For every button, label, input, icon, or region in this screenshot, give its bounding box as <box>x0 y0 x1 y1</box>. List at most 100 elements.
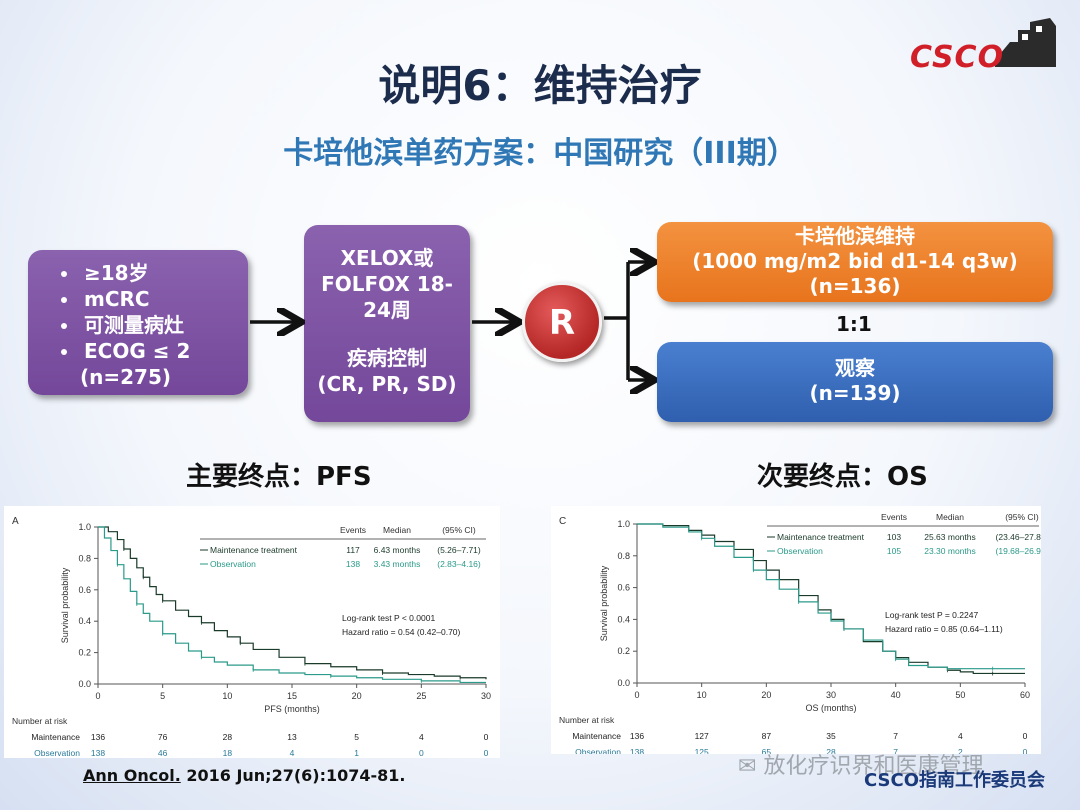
annotation-text: Log-rank test P < 0.0001 <box>342 613 435 623</box>
wechat-icon: ✉ <box>738 754 764 779</box>
x-tick-label: 60 <box>1020 690 1030 700</box>
risk-value: 0 <box>1023 747 1028 754</box>
secondary-endpoint: 次要终点：OS <box>757 462 928 492</box>
legend-value: 25.63 months <box>924 532 976 542</box>
risk-value: 138 <box>91 748 105 758</box>
risk-value: 0 <box>484 732 489 742</box>
risk-value: 28 <box>826 747 836 754</box>
watermark-text: 放化疗识界和医康管理 <box>763 754 984 779</box>
x-tick-label: 30 <box>481 691 491 701</box>
induction-line: FOLFOX 18- <box>321 272 453 296</box>
induction-box: XELOX或 FOLFOX 18- 24周 疾病控制 (CR, PR, SD) <box>304 225 470 422</box>
primary-endpoint: 主要终点：PFS <box>186 462 372 492</box>
y-tick-label: 0.6 <box>78 585 91 595</box>
x-tick-label: 40 <box>891 690 901 700</box>
x-axis-label: OS (months) <box>805 703 856 713</box>
y-tick-label: 1.0 <box>617 519 630 529</box>
induction-line: 24周 <box>363 298 411 322</box>
x-tick-label: 10 <box>697 690 707 700</box>
legend-header: (95% CI) <box>442 525 476 535</box>
legend-value: 23.30 months <box>924 546 976 556</box>
logo-text: CSCO <box>910 40 1005 75</box>
risk-value: 136 <box>91 732 105 742</box>
x-tick-label: 0 <box>95 691 100 701</box>
risk-value: 28 <box>223 732 233 742</box>
y-tick-label: 0.8 <box>617 551 630 561</box>
risk-row-label: Maintenance <box>31 732 80 742</box>
risk-value: 7 <box>893 731 898 741</box>
panel-label: A <box>12 516 19 527</box>
eligibility-item: ≥18岁 <box>80 260 248 286</box>
observation-arm-box: 观察 (n=139) <box>657 342 1053 422</box>
risk-value: 127 <box>695 731 709 741</box>
annotation-text: Log-rank test P = 0.2247 <box>885 610 978 620</box>
risk-row-label: Observation <box>575 747 621 754</box>
y-tick-label: 0.2 <box>78 648 91 658</box>
legend-value: (23.46–27.80) <box>996 532 1041 542</box>
legend-header: Events <box>881 512 907 522</box>
risk-value: 65 <box>762 747 772 754</box>
eligibility-list: ≥18岁 mCRC 可测量病灶 ECOG ≤ 2 <box>28 260 248 364</box>
panel-label: C <box>559 516 566 527</box>
risk-value: 5 <box>354 732 359 742</box>
legend-series-name: Maintenance treatment <box>210 545 298 555</box>
eligibility-n: (n=275) <box>80 365 172 389</box>
y-tick-label: 0.0 <box>78 679 91 689</box>
legend-value: 103 <box>887 532 901 542</box>
x-tick-label: 50 <box>955 690 965 700</box>
legend-value: 138 <box>346 559 360 569</box>
os-chart-panel: C 0.0 0.2 0.4 0.6 0.8 1.0 0 10 20 30 40 50 60 OS (mont… <box>551 506 1049 757</box>
legend-header: Median <box>383 525 411 535</box>
risk-value: 0 <box>419 748 424 758</box>
legend-value: 3.43 months <box>374 559 421 569</box>
arm2-line: 观察 <box>835 356 875 380</box>
legend-header: Median <box>936 512 964 522</box>
risk-value: 87 <box>762 731 772 741</box>
risk-value: 35 <box>826 731 836 741</box>
risk-value: 138 <box>630 747 644 754</box>
risk-value: 4 <box>958 731 963 741</box>
legend-series-name: Observation <box>777 546 823 556</box>
eligibility-box: ≥18岁 mCRC 可测量病灶 ECOG ≤ 2 (n=275) <box>28 250 248 395</box>
induction-line: (CR, PR, SD) <box>317 372 457 396</box>
pfs-chart-panel: A 0.0 0.2 0.4 0.6 0.8 1.0 0 5 10 15 20 25 30 PFS (mont… <box>4 506 500 758</box>
induction-line: 疾病控制 <box>347 346 427 370</box>
x-tick-label: 15 <box>287 691 297 701</box>
km-curve-observation <box>637 523 1025 670</box>
x-tick-label: 25 <box>416 691 426 701</box>
watermark: ✉ 放化疗识界和医康管理 <box>738 748 983 780</box>
committee-label: CSCO指南工作委员会 <box>864 770 1046 791</box>
risk-table-title: Number at risk <box>12 716 68 726</box>
citation-details: 2016 Jun;27(6):1074-81. <box>180 766 406 785</box>
y-tick-label: 0.6 <box>617 583 630 593</box>
eligibility-item: 可测量病灶 <box>80 312 248 338</box>
risk-value: 4 <box>419 732 424 742</box>
x-tick-label: 20 <box>761 690 771 700</box>
legend-value: (2.83–4.16) <box>437 559 481 569</box>
y-axis-label: Survival probability <box>60 567 70 643</box>
risk-value: 125 <box>695 747 709 754</box>
x-axis-label: PFS (months) <box>264 704 320 714</box>
y-axis-label: Survival probability <box>599 565 609 641</box>
legend-value: (5.26–7.71) <box>437 545 481 555</box>
x-tick-label: 5 <box>160 691 165 701</box>
annotation-text: Hazard ratio = 0.85 (0.64–1.11) <box>885 624 1003 634</box>
risk-value: 136 <box>630 731 644 741</box>
legend-value: (19.68–26.92) <box>996 546 1041 556</box>
risk-table-title: Number at risk <box>559 715 615 725</box>
risk-row-label: Observation <box>34 748 80 758</box>
legend-value: 117 <box>346 545 360 555</box>
x-tick-label: 10 <box>222 691 232 701</box>
eligibility-item: ECOG ≤ 2 <box>80 338 248 364</box>
risk-value: 13 <box>287 732 297 742</box>
annotation-text: Hazard ratio = 0.54 (0.42–0.70) <box>342 627 461 637</box>
legend-value: 6.43 months <box>374 545 421 555</box>
citation-journal-link[interactable]: Ann Oncol. <box>83 766 181 785</box>
maintenance-arm-box: 卡培他滨维持 (1000 mg/m2 bid d1-14 q3w) (n=136… <box>657 222 1053 302</box>
risk-value: 7 <box>893 747 898 754</box>
y-tick-label: 0.4 <box>617 614 630 624</box>
eligibility-item: mCRC <box>80 286 248 312</box>
